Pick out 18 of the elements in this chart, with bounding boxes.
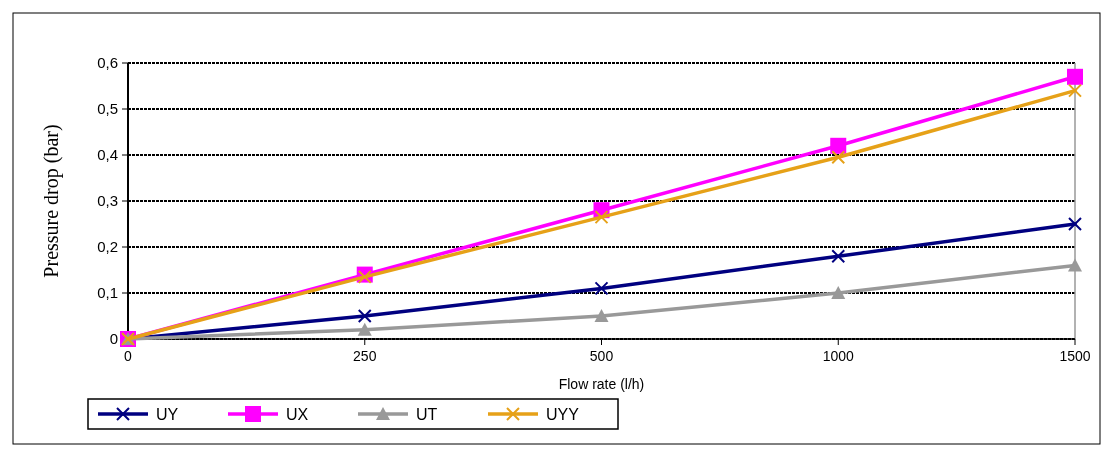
y-tick-label: 0 — [109, 330, 118, 348]
x-tick-label: 0 — [124, 348, 133, 364]
x-tick-label: 250 — [353, 348, 377, 364]
legend-label: UYY — [546, 405, 580, 423]
legend-label: UT — [416, 405, 438, 423]
x-tick-label: 1500 — [1059, 348, 1091, 364]
y-tick-label: 0,1 — [97, 284, 118, 302]
x-tick-label: 1000 — [822, 348, 855, 364]
legend-label: UY — [156, 405, 179, 423]
y-tick-label: 0,5 — [97, 100, 118, 118]
x-tick-label: 500 — [589, 348, 614, 364]
y-tick-label: 0,3 — [97, 192, 118, 210]
y-tick-label: 0,2 — [97, 238, 118, 256]
y-tick-label: 0,6 — [97, 54, 118, 72]
legend-label: UX — [286, 405, 309, 423]
y-tick-label: 0,4 — [97, 146, 118, 164]
x-axis-title: Flow rate (l/h) — [558, 376, 645, 392]
y-axis-title: Pressure drop (bar) — [40, 124, 63, 278]
